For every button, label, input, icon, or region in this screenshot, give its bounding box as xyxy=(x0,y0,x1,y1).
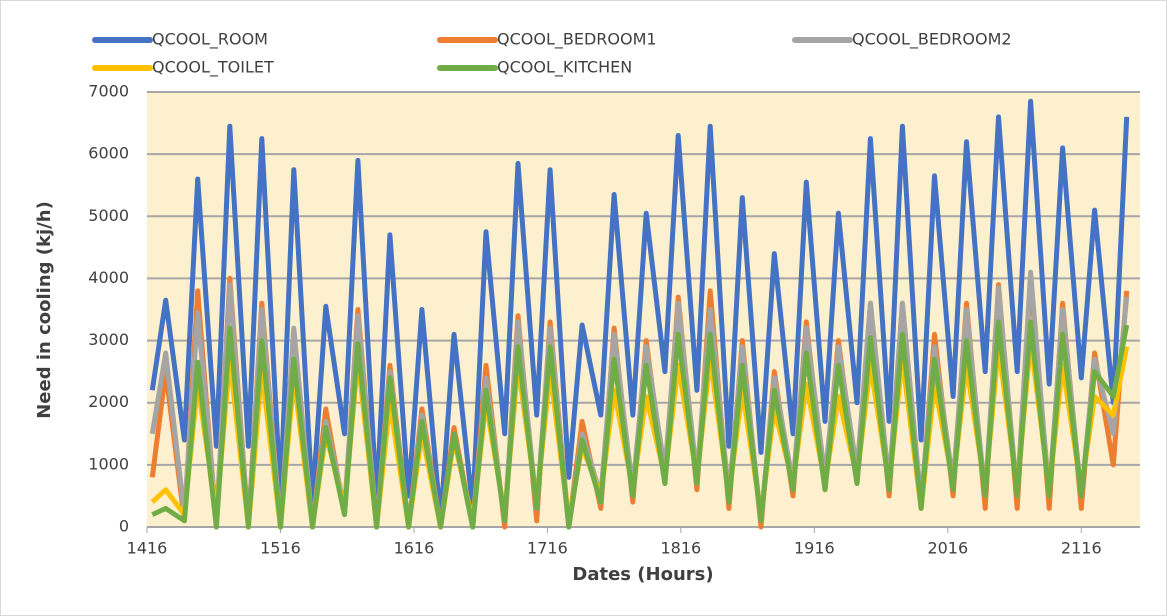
legend-label: QCOOL_ROOM xyxy=(152,30,268,50)
y-axis-title: Need in cooling (kj/h) xyxy=(34,201,55,419)
series-line xyxy=(149,98,1130,524)
legend-label: QCOOL_TOILET xyxy=(152,58,274,78)
legend-label: QCOOL_BEDROOM1 xyxy=(497,30,657,50)
y-tick-label: 2000 xyxy=(88,392,129,411)
plot-area xyxy=(147,92,1140,527)
x-tick-label: 1516 xyxy=(260,539,301,558)
x-tick-label: 2116 xyxy=(1061,539,1102,558)
x-tick-label: 1616 xyxy=(394,539,435,558)
y-tick-label: 3000 xyxy=(88,330,129,349)
legend-label: QCOOL_BEDROOM2 xyxy=(852,30,1012,50)
x-tick-label: 2016 xyxy=(927,539,968,558)
y-tick-label: 7000 xyxy=(88,82,129,101)
y-tick-label: 1000 xyxy=(88,454,129,473)
legend-label: QCOOL_KITCHEN xyxy=(497,58,632,78)
x-tick-label: 1816 xyxy=(661,539,702,558)
x-tick-label: 1916 xyxy=(794,539,835,558)
y-tick-label: 0 xyxy=(119,517,129,536)
x-tick-label: 1716 xyxy=(527,539,568,558)
x-axis-title: Dates (Hours) xyxy=(572,564,713,585)
y-tick-label: 5000 xyxy=(88,206,129,225)
series-line xyxy=(151,319,1130,530)
y-tick-label: 4000 xyxy=(88,268,129,287)
y-tick-label: 6000 xyxy=(88,144,129,163)
x-tick-label: 1416 xyxy=(127,539,168,558)
